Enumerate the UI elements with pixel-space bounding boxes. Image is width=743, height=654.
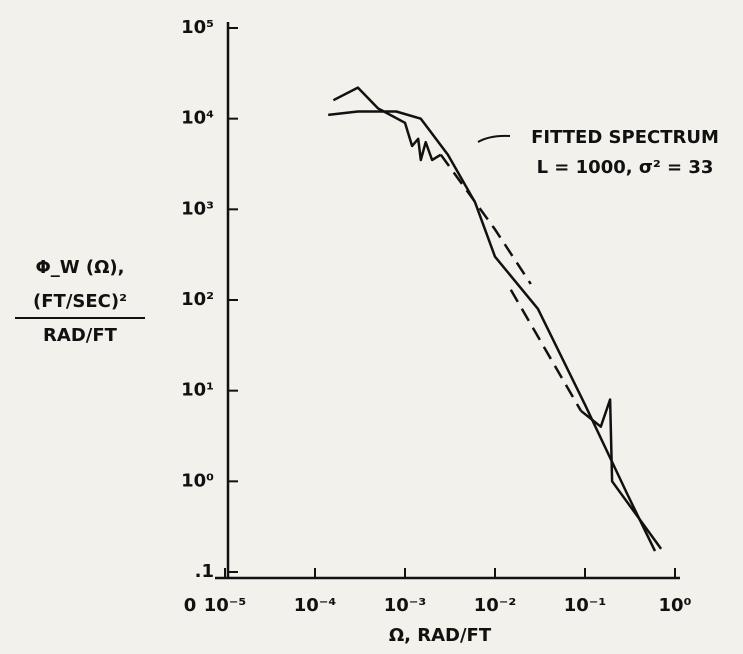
series-line — [580, 398, 663, 550]
series-line — [439, 153, 532, 285]
y-axis-label: RAD/FT — [43, 325, 118, 346]
x-tick-label: 10⁻¹ — [564, 595, 606, 616]
x-tick-label: 10⁻⁵ — [204, 595, 246, 616]
y-tick-label: 10¹ — [181, 380, 214, 401]
origin-label: 0 — [184, 595, 197, 616]
y-tick-label: 10² — [181, 289, 214, 310]
y-tick-label: .1 — [195, 561, 214, 582]
x-tick-label: 10⁰ — [659, 595, 692, 616]
y-tick-label: 10⁵ — [181, 17, 214, 38]
x-tick-label: 10⁻³ — [384, 595, 426, 616]
y-tick-label: 10⁰ — [181, 470, 214, 491]
series-label: FITTED SPECTRUM — [531, 127, 719, 148]
x-tick-label: 10⁻⁴ — [294, 595, 337, 616]
series-line — [332, 86, 442, 162]
x-tick-label: 10⁻² — [474, 595, 516, 616]
y-axis-label: Φ_W (Ω), — [35, 257, 124, 278]
series-line — [509, 289, 582, 412]
y-axis-label: (FT/SEC)² — [33, 291, 127, 312]
x-axis-label: Ω, RAD/FT — [389, 625, 492, 646]
y-tick-label: 10⁴ — [181, 108, 214, 129]
y-tick-label: 10³ — [181, 198, 214, 219]
annotation: L = 1000, σ² = 33 — [537, 157, 714, 178]
leader-line — [477, 134, 511, 143]
